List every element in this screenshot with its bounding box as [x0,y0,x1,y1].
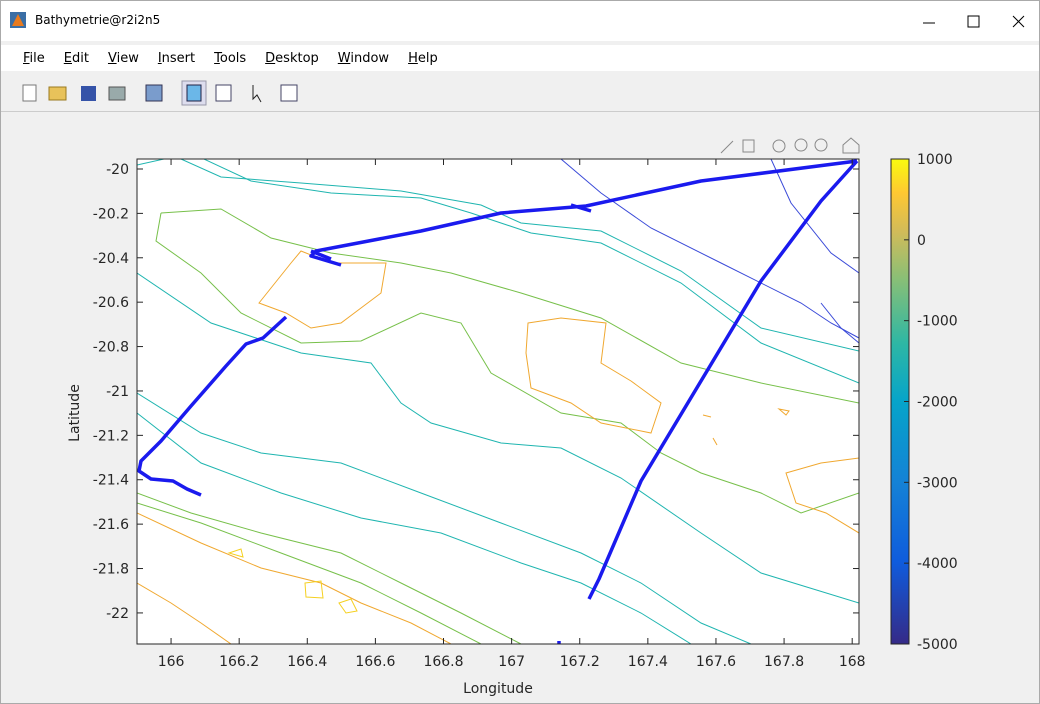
colorbar-tick-label: 0 [917,233,926,249]
menu-item[interactable]: Help [408,50,438,66]
y-tick-label: -22 [106,606,129,622]
menu-item[interactable]: Window [337,50,390,66]
x-tick-label: 167.6 [696,654,736,670]
x-tick-label: 166.8 [423,654,463,670]
x-tick-label: 168 [839,654,866,670]
mode-bar[interactable] [720,137,860,154]
y-tick-label: -21.4 [93,473,129,489]
menu-item[interactable]: Desktop [265,50,319,66]
x-tick-label: 166 [158,654,185,670]
y-tick-label: -21.8 [93,562,129,578]
menu-item[interactable]: View [107,50,139,66]
x-tick-label: 166.2 [219,654,259,670]
menu-item[interactable]: Edit [63,50,89,66]
x-tick-label: 167 [498,654,525,670]
toolbar-icons[interactable] [1,75,321,111]
y-tick-label: -21 [106,384,129,400]
axes-box [136,158,860,645]
colorbar-tick-label: -5000 [917,637,958,653]
colorbar-tick-label: -1000 [917,314,958,330]
x-axis-label: Longitude [463,681,533,697]
toolbar [1,75,1039,112]
menu-item[interactable]: File [23,50,45,66]
colorbar-tick-label: -4000 [917,556,958,572]
figure: Longitude Latitude 166 166.2 166.4 166.6 166… [67,137,958,697]
x-tick-label: 167.8 [764,654,804,670]
y-tick-label: -21.2 [93,428,129,444]
y-tick-label: -21.6 [93,517,129,533]
colorbar-tick-label: -3000 [917,475,958,491]
y-axis-label: Latitude [67,384,83,442]
y-tick-label: -20 [106,162,129,178]
window-controls[interactable] [909,1,1039,41]
menu-item[interactable]: Insert [157,50,196,66]
menu-bar: File Edit View Insert Tools Desktop Window Help [1,45,1039,71]
x-tick-label: 167.2 [560,654,600,670]
axes-background [137,159,859,644]
app-icon [10,12,26,28]
window-title: Bathymetrie@r2i2n5 [35,13,161,27]
y-tick-label: -20.6 [93,295,129,311]
x-tick-label: 167.4 [628,654,668,670]
y-tick-label: -20.2 [93,206,129,222]
y-tick-label: -20.4 [93,251,129,267]
colorbar-tick-label: -2000 [917,395,958,411]
y-tick-label: -20.8 [93,340,129,356]
ship-tracks [137,159,859,644]
menu-item[interactable]: Tools [214,50,247,66]
title-bar: Bathymetrie@r2i2n5 [1,1,1039,41]
x-tick-label: 166.4 [287,654,327,670]
colorbar-tick-label: 1000 [917,152,953,168]
x-tick-label: 166.6 [355,654,395,670]
